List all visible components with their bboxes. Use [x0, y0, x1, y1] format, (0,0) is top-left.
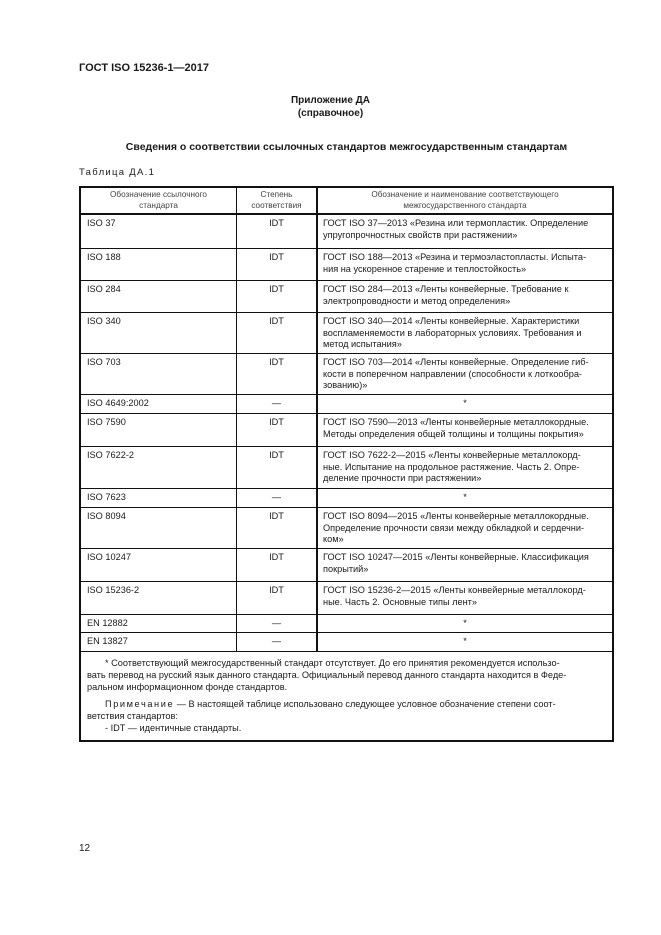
interstate-standard: ГОСТ ISO 7590—2013 «Ленты конвейерные ме… — [323, 417, 589, 439]
degree-of-correspondence: IDT — [237, 447, 318, 488]
reference-standard: ISO 284 — [81, 281, 237, 312]
reference-standard: ISO 8094 — [81, 508, 237, 548]
interstate-standard: ГОСТ ISO 37—2013 «Резина или термопласти… — [323, 218, 589, 240]
appendix-title: Приложение ДА — [290, 95, 371, 106]
reference-standard: ISO 7622-2 — [81, 447, 237, 488]
degree-of-correspondence: IDT — [237, 215, 318, 248]
interstate-standard: ГОСТ ISO 10247—2015 «Ленты конвейерные. … — [323, 552, 589, 574]
interstate-standard: ГОСТ ISO 703—2014 «Ленты конвейерные. Оп… — [323, 357, 589, 390]
table-row: ISO 4649:2002— * — [81, 395, 612, 414]
note-text: — В настоящей таблице использовано следу… — [87, 699, 556, 721]
table-row: ISO 7622-2 IDT ГОСТ ISO 7622-2—2015 «Ленты… — [81, 447, 612, 489]
reference-standard: ISO 15236-2 — [81, 582, 237, 614]
table-row: ISO 15236-2 IDT ГОСТ ISO 15236-2—2015 «Лен… — [81, 582, 612, 615]
interstate-standard: ГОСТ ISO 7622-2—2015 «Ленты конвейерные … — [323, 450, 581, 483]
degree-of-correspondence: — — [237, 489, 318, 507]
reference-standard: ISO 188 — [81, 249, 237, 280]
interstate-standard: * — [463, 618, 467, 628]
table-row: ISO 7590 IDT ГОСТ ISO 7590—2013 «Ленты кон… — [81, 414, 612, 447]
reference-standard: ISO 340 — [81, 313, 237, 353]
appendix-heading: Приложение ДА (справочное) — [0, 94, 661, 120]
table-row: ISO 188 IDT ГОСТ ISO 188—2013 «Резина и те… — [81, 249, 612, 281]
table-row: ISO 340 IDT ГОСТ ISO 340—2014 «Ленты конве… — [81, 313, 612, 354]
interstate-standard: ГОСТ ISO 188—2013 «Резина и термоэластоп… — [323, 252, 587, 274]
note-item: - IDT — идентичные стандарты. — [105, 723, 242, 733]
table-row: ISO 8094 IDT ГОСТ ISO 8094—2015 «Ленты кон… — [81, 508, 612, 549]
reference-standard: EN 13827 — [81, 633, 237, 651]
document-code: ГОСТ ISO 15236-1—2017 — [79, 62, 209, 74]
correspondence-table: Обозначение ссылочного стандарта Степень… — [79, 186, 614, 742]
interstate-standard: * — [463, 636, 467, 646]
interstate-standard: * — [463, 492, 467, 502]
table-row: ISO 37 IDT ГОСТ ISO 37—2013 «Резина или те… — [81, 215, 612, 249]
degree-of-correspondence: IDT — [237, 549, 318, 581]
note: Примечание — В настоящей таблице использ… — [87, 698, 606, 722]
table-notes: * Соответствующий межгосударственный ста… — [81, 652, 612, 740]
table-row: ISO 7623— * — [81, 489, 612, 508]
degree-of-correspondence: — — [237, 395, 318, 413]
table-label: Таблица ДА.1 — [79, 167, 156, 178]
reference-standard: EN 12882 — [81, 615, 237, 632]
reference-standard: ISO 7623 — [81, 489, 237, 507]
reference-standard: ISO 4649:2002 — [81, 395, 237, 413]
section-title: Сведения о соответствии ссылочных станда… — [125, 141, 568, 153]
footnote: * Соответствующий межгосударственный ста… — [87, 658, 567, 692]
appendix-subtitle: (справочное) — [297, 108, 364, 119]
interstate-standard: ГОСТ ISO 340—2014 «Ленты конвейерные. Ха… — [323, 316, 582, 349]
column-header-ref: Обозначение ссылочного стандарта — [81, 188, 237, 213]
table-row: EN 12882— * — [81, 615, 612, 633]
degree-of-correspondence: IDT — [237, 281, 318, 312]
page-number: 12 — [79, 843, 91, 854]
degree-of-correspondence: — — [237, 615, 318, 632]
reference-standard: ISO 7590 — [81, 414, 237, 446]
table-row: ISO 10247 IDT ГОСТ ISO 10247—2015 «Ленты к… — [81, 549, 612, 582]
degree-of-correspondence: IDT — [237, 249, 318, 280]
column-header-gost: Обозначение и наименование соответствующ… — [371, 190, 559, 210]
table-header: Обозначение ссылочного стандарта Степень… — [81, 188, 612, 215]
reference-standard: ISO 703 — [81, 354, 237, 394]
interstate-standard: ГОСТ ISO 8094—2015 «Ленты конвейерные ме… — [323, 511, 589, 544]
degree-of-correspondence: IDT — [237, 313, 318, 353]
reference-standard: ISO 10247 — [81, 549, 237, 581]
degree-of-correspondence: — — [237, 633, 318, 651]
table-row: EN 13827— * — [81, 633, 612, 652]
table-row: ISO 284 IDT ГОСТ ISO 284—2013 «Ленты конве… — [81, 281, 612, 313]
reference-standard: ISO 37 — [81, 215, 237, 248]
table-row: ISO 703 IDT ГОСТ ISO 703—2014 «Ленты конве… — [81, 354, 612, 395]
column-header-degree: Степень соответствия — [237, 188, 318, 213]
note-label: Примечание — [105, 699, 175, 709]
interstate-standard: * — [463, 398, 467, 408]
degree-of-correspondence: IDT — [237, 508, 318, 548]
degree-of-correspondence: IDT — [237, 354, 318, 394]
interstate-standard: ГОСТ ISO 284—2013 «Ленты конвейерные. Тр… — [323, 284, 569, 306]
degree-of-correspondence: IDT — [237, 414, 318, 446]
degree-of-correspondence: IDT — [237, 582, 318, 614]
interstate-standard: ГОСТ ISO 15236-2—2015 «Ленты конвейерные… — [323, 585, 586, 607]
